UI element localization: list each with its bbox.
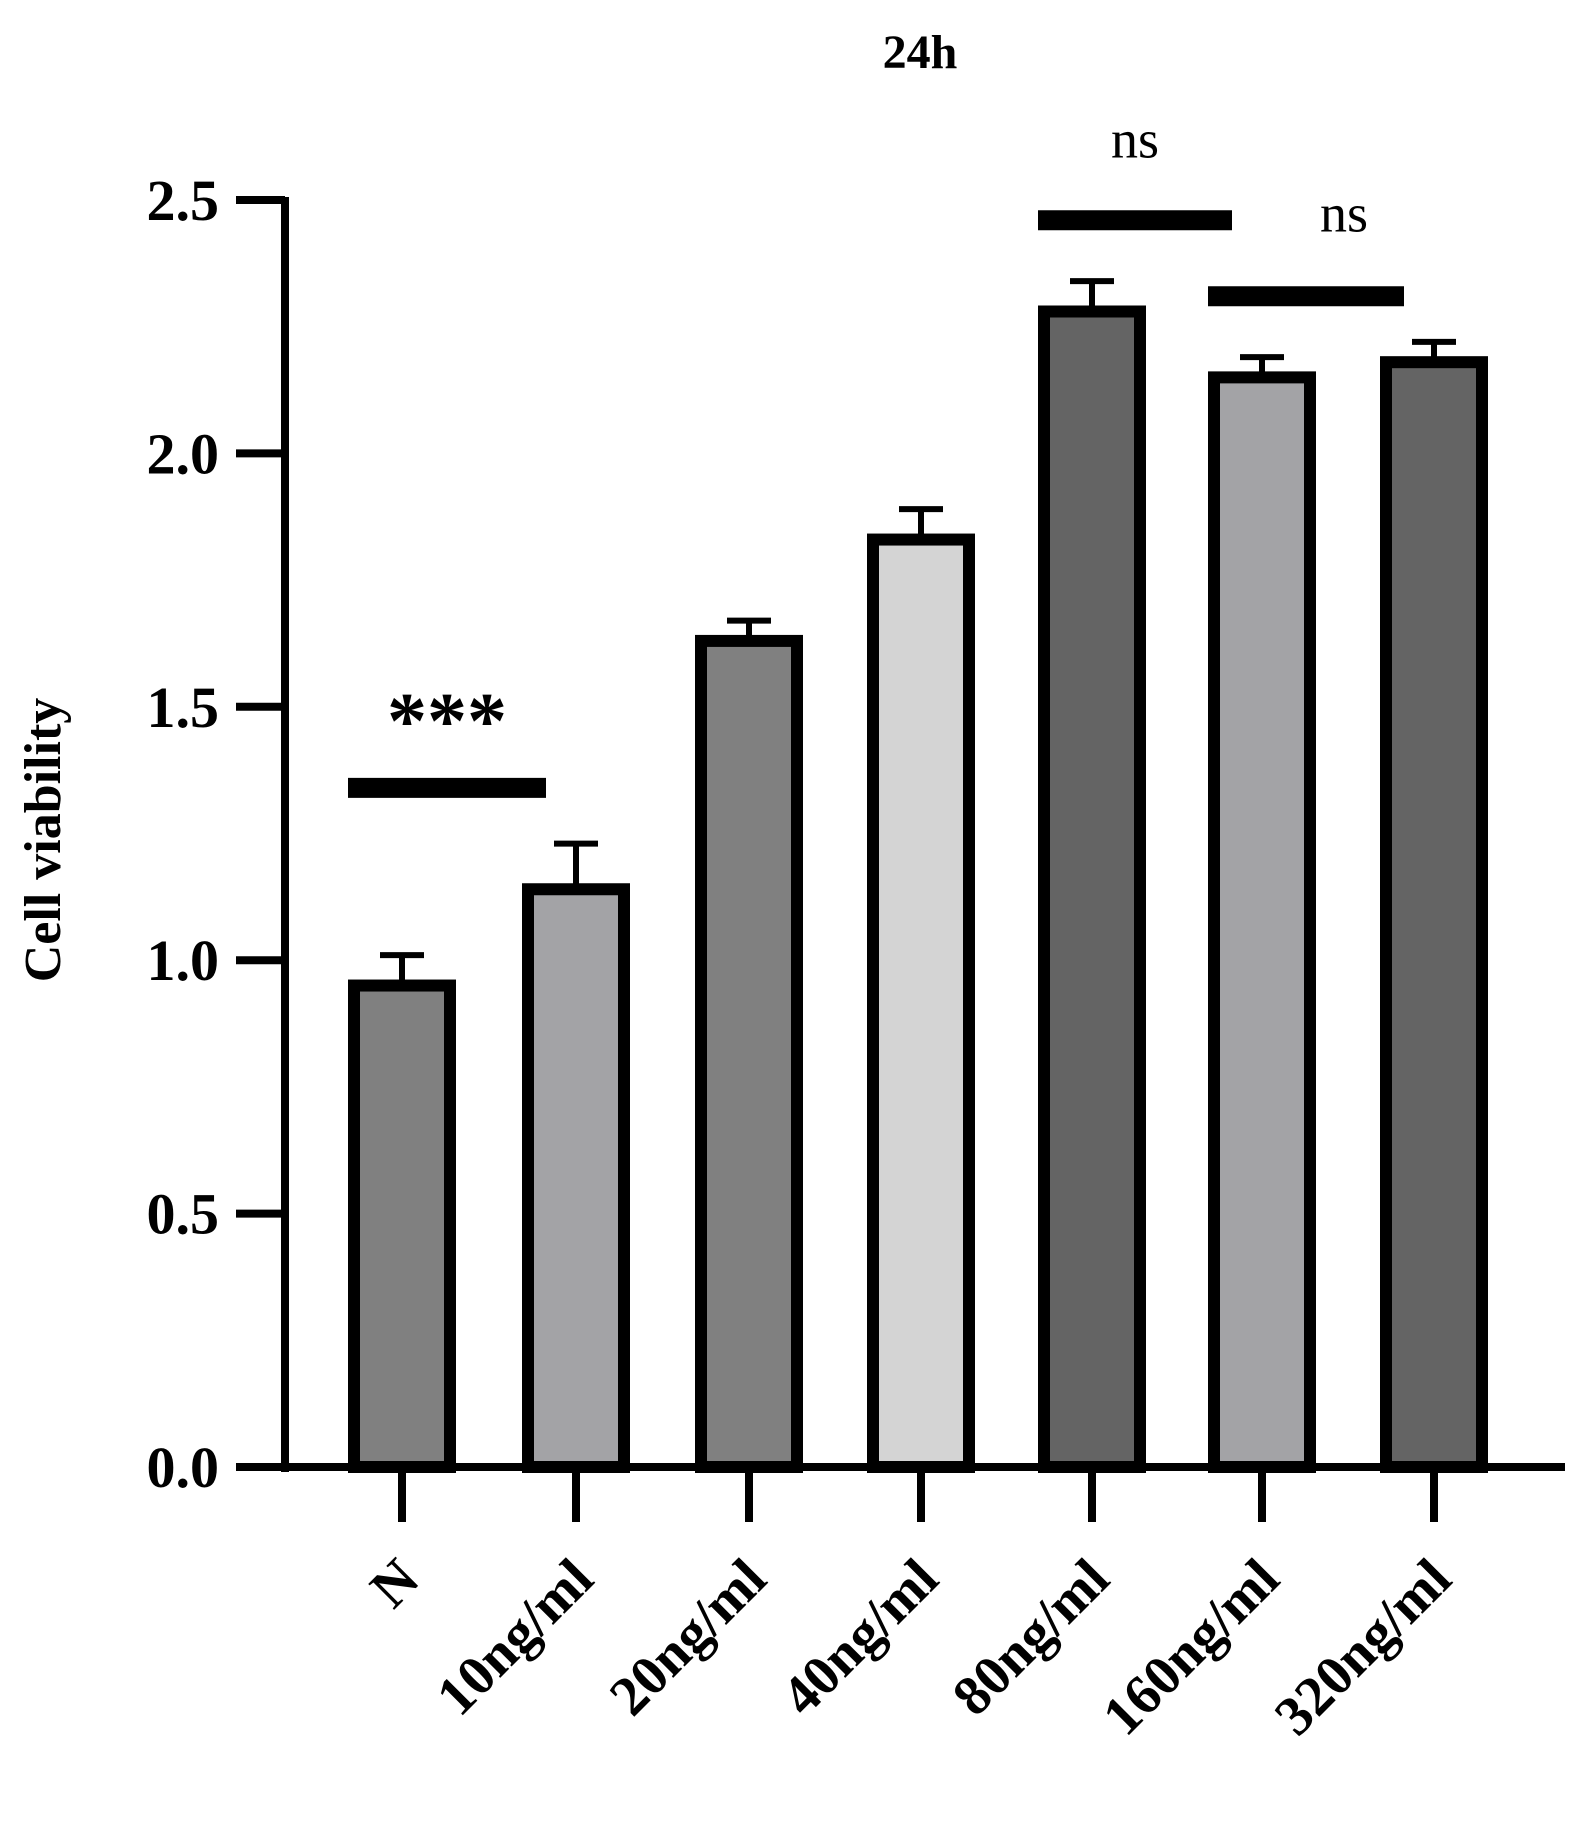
x-axis-ticks: N10ng/ml20ng/ml40ng/ml80ng/ml160ng/ml320…	[359, 1467, 1463, 1747]
bar-3	[867, 533, 975, 1473]
significance-label-1: ns	[1111, 109, 1159, 169]
error-bars	[380, 278, 1456, 986]
y-tick-label-4: 2.0	[147, 421, 220, 486]
bar-1	[522, 883, 630, 1473]
x-tick-label-0: N	[359, 1547, 431, 1619]
x-tick-label-2: 20ng/ml	[598, 1547, 778, 1727]
y-tick-label-5: 2.5	[147, 168, 220, 233]
significance-annotations: *** ns ns	[348, 109, 1404, 798]
bar-5	[1208, 371, 1316, 1473]
bar-2	[695, 634, 803, 1473]
significance-label-0: ***	[387, 678, 507, 766]
x-tick-label-6: 320ng/ml	[1263, 1547, 1463, 1747]
y-axis-ticks: 0.0 0.5 1.0 1.5 2.0 2.5	[147, 168, 285, 1500]
y-tick-label-0: 0.0	[147, 1435, 220, 1500]
x-tick-label-1: 10ng/ml	[425, 1547, 605, 1727]
x-tick-label-5: 160ng/ml	[1091, 1547, 1291, 1747]
x-tick-label-3: 40ng/ml	[770, 1547, 950, 1727]
bar-4	[1038, 305, 1146, 1474]
y-tick-label-1: 0.5	[147, 1182, 220, 1247]
bar-0	[348, 979, 456, 1473]
bars	[348, 305, 1488, 1474]
significance-label-2: ns	[1320, 183, 1368, 243]
y-tick-label-2: 1.0	[147, 928, 220, 993]
y-axis-label: Cell viability	[15, 698, 72, 983]
bar-6	[1380, 356, 1488, 1473]
chart-title: 24h	[883, 26, 958, 79]
y-tick-label-3: 1.5	[147, 675, 220, 740]
